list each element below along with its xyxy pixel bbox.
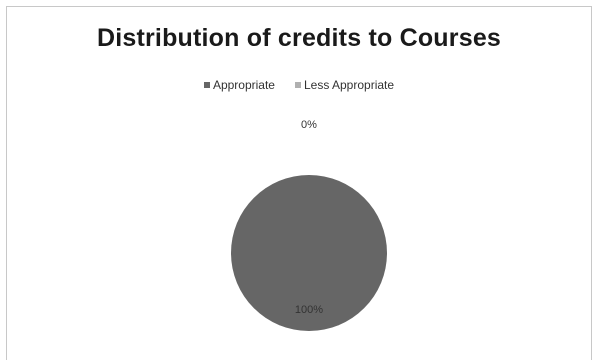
legend-swatch-less-appropriate xyxy=(294,82,301,88)
legend-label-less-appropriate: Less Appropriate xyxy=(303,78,395,92)
legend-swatch-appropriate xyxy=(203,82,210,88)
chart-title: Distribution of credits to Courses xyxy=(96,24,502,52)
legend-item-appropriate: Appropriate xyxy=(203,78,275,92)
data-label-appropriate: 100% xyxy=(295,304,323,316)
legend-item-less-appropriate: Less Appropriate xyxy=(294,78,395,92)
pie-slices xyxy=(231,175,387,331)
legend: Appropriate Less Appropriate xyxy=(0,78,598,92)
legend-label-appropriate: Appropriate xyxy=(212,78,275,92)
data-label-less-appropriate: 0% xyxy=(301,119,317,131)
pie-slice-appropriate xyxy=(231,175,387,331)
